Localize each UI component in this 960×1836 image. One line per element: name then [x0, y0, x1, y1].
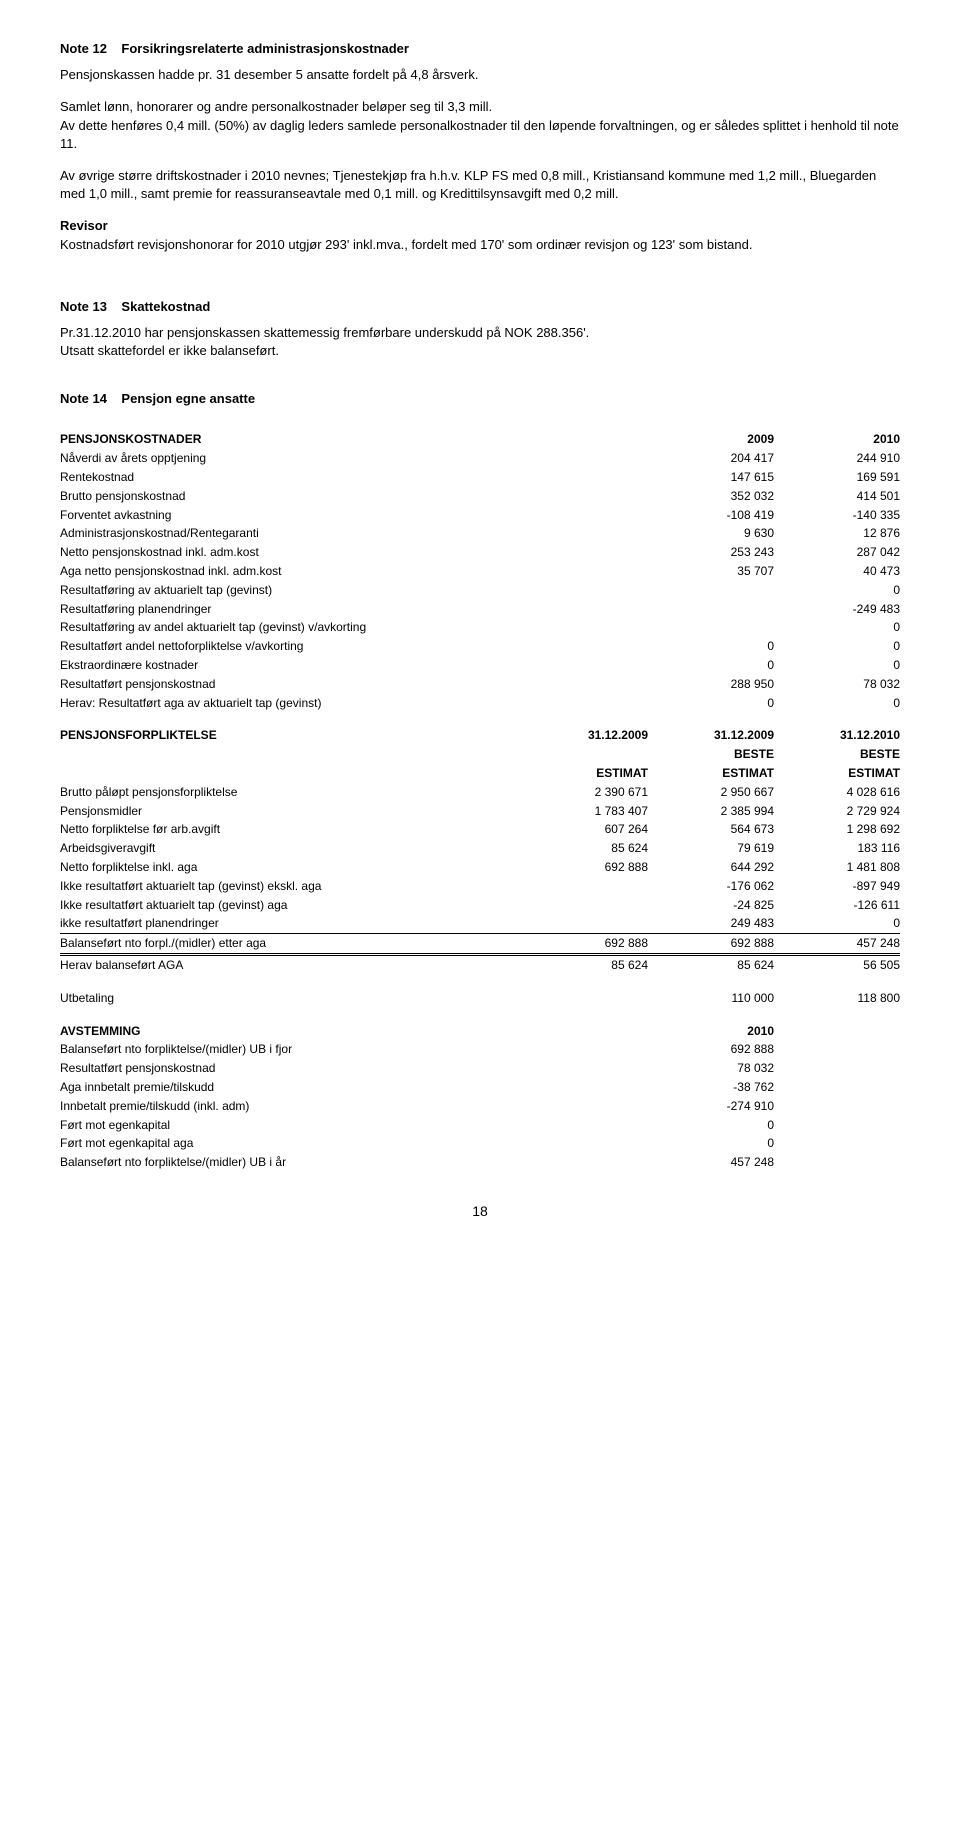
utbetaling-row: Utbetaling 110 000 118 800 [60, 989, 900, 1008]
note13-p2: Utsatt skattefordel er ikke balanseført. [60, 342, 900, 360]
table-row: Aga innbetalt premie/tilskudd-38 762 [60, 1078, 900, 1097]
note12-p1: Pensjonskassen hadde pr. 31 desember 5 a… [60, 66, 900, 84]
table-row: Arbeidsgiveravgift85 62479 619183 116 [60, 839, 900, 858]
note13-label: Note 13 [60, 299, 107, 314]
table-row: Nåverdi av årets opptjening204 417244 91… [60, 449, 900, 468]
pf-herav-row: Herav balanseført AGA 85 624 85 624 56 5… [60, 954, 900, 974]
note12-p23: Samlet lønn, honorarer og andre personal… [60, 98, 900, 153]
note12-text: Forsikringsrelaterte administrasjonskost… [121, 41, 409, 56]
pk-header-row: PENSJONSKOSTNADER 2009 2010 [60, 430, 900, 449]
table-row: Ikke resultatført aktuarielt tap (gevins… [60, 877, 900, 896]
table-row: Ikke resultatført aktuarielt tap (gevins… [60, 896, 900, 915]
table-row: Ført mot egenkapital0 [60, 1116, 900, 1135]
av-header-row: AVSTEMMING 2010 [60, 1022, 900, 1041]
table-row: Brutto pensjonskostnad352 032414 501 [60, 487, 900, 506]
pf-header-row: PENSJONSFORPLIKTELSE 31.12.2009 31.12.20… [60, 726, 900, 745]
table-row: Herav: Resultatført aga av aktuarielt ta… [60, 694, 900, 713]
table-row: Ekstraordinære kostnader00 [60, 656, 900, 675]
table-row: Brutto påløpt pensjonsforpliktelse2 390 … [60, 783, 900, 802]
note13-section: Note 13 Skattekostnad Pr.31.12.2010 har … [60, 298, 900, 361]
note14-text: Pensjon egne ansatte [121, 391, 255, 406]
pf-sub1-row: BESTE BESTE [60, 745, 900, 764]
note14-title: Note 14 Pensjon egne ansatte [60, 390, 900, 408]
note12-revisor: Revisor Kostnadsført revisjonshonorar fo… [60, 217, 900, 253]
note14-section: Note 14 Pensjon egne ansatte PENSJONSKOS… [60, 390, 900, 1172]
note13-title: Note 13 Skattekostnad [60, 298, 900, 316]
utbetaling-table: Utbetaling 110 000 118 800 [60, 989, 900, 1008]
note12-label: Note 12 [60, 41, 107, 56]
pensjonsforpliktelse-table: PENSJONSFORPLIKTELSE 31.12.2009 31.12.20… [60, 726, 900, 974]
note12-p4: Av øvrige større driftskostnader i 2010 … [60, 167, 900, 203]
table-row: Balanseført nto forpliktelse/(midler) UB… [60, 1153, 900, 1172]
table-row: Resultatføring planendringer-249 483 [60, 600, 900, 619]
table-row: Balanseført nto forpliktelse/(midler) UB… [60, 1040, 900, 1059]
table-row: Resultatført pensjonskostnad78 032 [60, 1059, 900, 1078]
table-row: Rentekostnad147 615169 591 [60, 468, 900, 487]
table-row: Resultatført andel nettoforpliktelse v/a… [60, 637, 900, 656]
pf-underline-spacer: ikke resultatført planendringer 249 483 … [60, 914, 900, 933]
note13-text: Skattekostnad [121, 299, 210, 314]
note12-section: Note 12 Forsikringsrelaterte administras… [60, 40, 900, 254]
note14-label: Note 14 [60, 391, 107, 406]
table-row: Ført mot egenkapital aga0 [60, 1134, 900, 1153]
table-row: Resultatføring av aktuarielt tap (gevins… [60, 581, 900, 600]
note12-title: Note 12 Forsikringsrelaterte administras… [60, 40, 900, 58]
pensjonskostnader-table: PENSJONSKOSTNADER 2009 2010 Nåverdi av å… [60, 430, 900, 712]
pf-sub2-row: ESTIMAT ESTIMAT ESTIMAT [60, 764, 900, 783]
table-row: Netto forpliktelse inkl. aga692 888644 2… [60, 858, 900, 877]
page-number: 18 [60, 1202, 900, 1222]
table-row: Resultatført pensjonskostnad288 95078 03… [60, 675, 900, 694]
note13-p1: Pr.31.12.2010 har pensjonskassen skattem… [60, 324, 900, 342]
table-row: Netto pensjonskostnad inkl. adm.kost253 … [60, 543, 900, 562]
table-row: Administrasjonskostnad/Rentegaranti9 630… [60, 524, 900, 543]
table-row: Netto forpliktelse før arb.avgift607 264… [60, 820, 900, 839]
pf-balance-row: Balanseført nto forpl./(midler) etter ag… [60, 934, 900, 955]
table-row: Innbetalt premie/tilskudd (inkl. adm)-27… [60, 1097, 900, 1116]
table-row: Resultatføring av andel aktuarielt tap (… [60, 618, 900, 637]
avstemming-table: AVSTEMMING 2010 Balanseført nto forplikt… [60, 1022, 900, 1172]
table-row: Forventet avkastning-108 419-140 335 [60, 506, 900, 525]
table-row: Aga netto pensjonskostnad inkl. adm.kost… [60, 562, 900, 581]
table-row: Pensjonsmidler1 783 4072 385 9942 729 92… [60, 802, 900, 821]
